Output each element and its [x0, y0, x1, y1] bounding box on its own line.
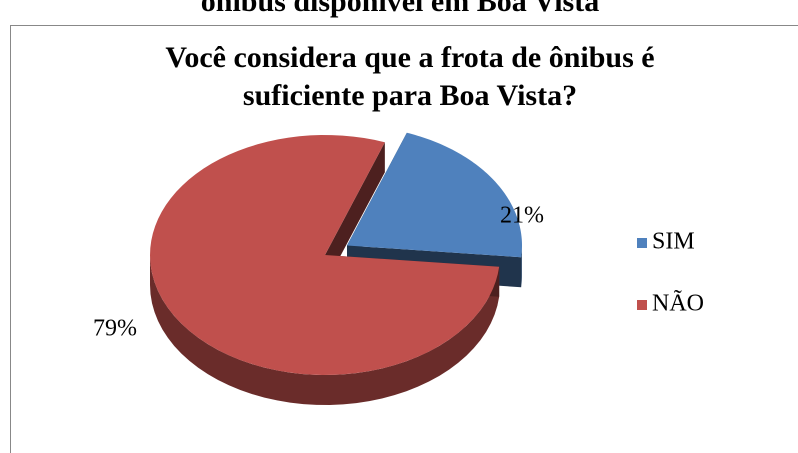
caption: ônibus disponível em Boa Vista [201, 0, 599, 18]
legend-label: SIM [652, 229, 695, 255]
chart-title: Você considera que a frota de ônibus é [165, 41, 654, 74]
legend-label: NÃO [652, 291, 704, 317]
slice [150, 135, 500, 375]
data-label: 79% [93, 316, 137, 342]
slice [347, 132, 523, 258]
slice-side [150, 255, 500, 405]
legend-swatch [637, 238, 647, 248]
legend-swatch [637, 300, 647, 310]
data-label: 21% [500, 203, 544, 229]
chart-title: suficiente para Boa Vista? [243, 79, 577, 112]
slice-side [521, 245, 523, 288]
slice-cut [325, 142, 385, 285]
